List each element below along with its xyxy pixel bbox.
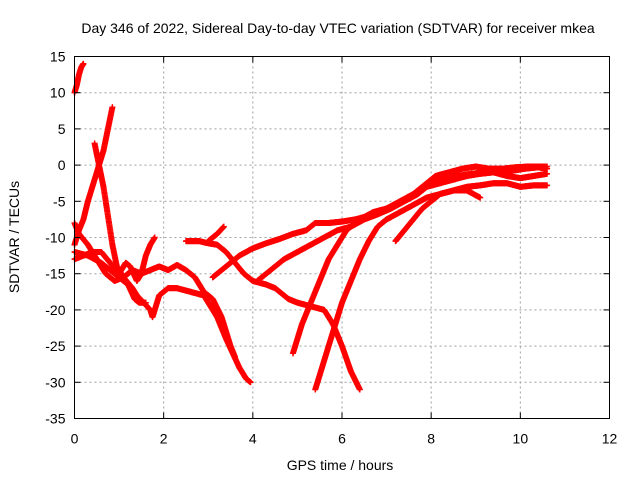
y-tick-label: 10 [50,85,66,101]
data-point [356,386,363,393]
x-tick-label: 2 [160,431,168,447]
y-tick-labels: 15 10 5 0 -5 -10 -15 -20 -25 -30 -35 [45,49,65,427]
y-tick-label: -20 [45,302,65,318]
series-track-5 [71,234,158,284]
data-point [151,234,158,241]
series-track-7 [182,238,363,393]
y-tick-label: 15 [50,49,66,65]
y-tick-label: -5 [53,193,66,209]
data-point [109,104,116,111]
data-point [220,223,227,230]
data-point [247,379,254,386]
y-tick-label: -15 [45,266,65,282]
y-tick-label: 5 [58,121,66,137]
x-tick-label: 4 [249,431,257,447]
series-layer [71,60,551,393]
series-track-6 [71,248,149,306]
series-track-11 [289,169,551,357]
x-tick-label: 6 [338,431,346,447]
y-tick-label: -30 [45,374,65,390]
x-tick-labels: 0 2 4 6 8 10 12 [71,431,618,447]
data-point [232,353,238,360]
series-track-12 [312,187,484,393]
y-axis-label: SDTVAR / TECUs [6,181,22,293]
x-tick-label: 8 [427,431,435,447]
x-tick-label: 0 [71,431,79,447]
data-point [142,299,149,306]
y-tick-label: -10 [45,230,65,246]
y-tick-label: -35 [45,411,65,427]
y-tick-label: 0 [58,157,66,173]
x-axis-label: GPS time / hours [287,457,394,473]
series-track-1 [71,60,87,96]
x-tick-label: 12 [602,431,618,447]
data-point [80,60,87,67]
x-tick-label: 10 [513,431,529,447]
chart-title: Day 346 of 2022, Sidereal Day-to-day VTE… [81,20,594,36]
y-tick-label: -25 [45,338,65,354]
series-track-8 [205,223,227,245]
